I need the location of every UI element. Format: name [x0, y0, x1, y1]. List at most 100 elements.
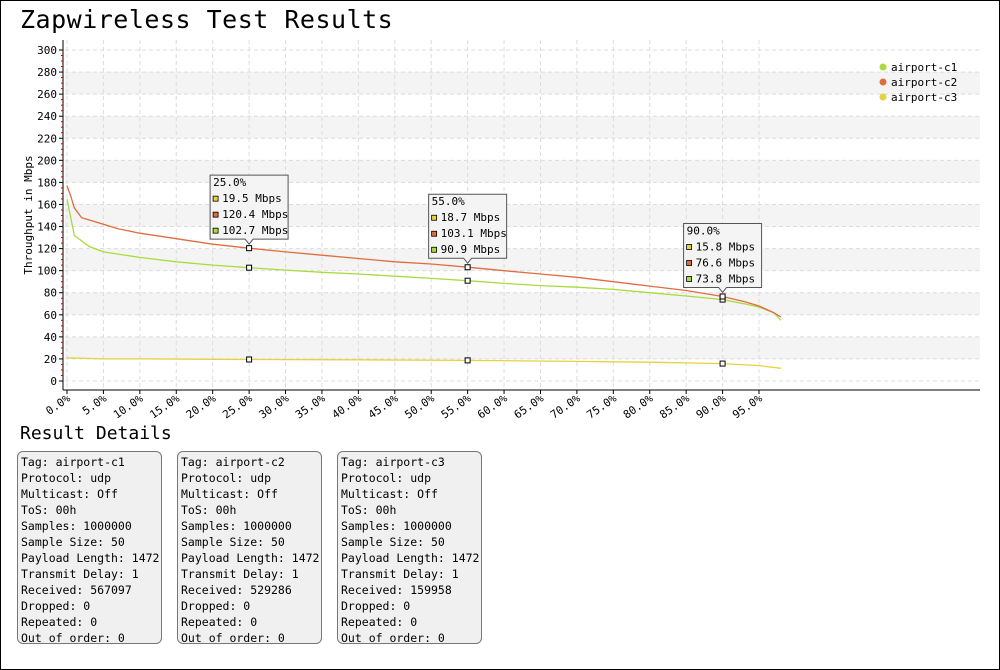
tooltip-value: 103.1 Mbps	[441, 227, 507, 240]
data-point-marker	[719, 293, 726, 300]
y-tick-label: 260	[37, 88, 57, 101]
result-details-title: Result Details	[20, 423, 172, 444]
tooltips: 25.0% 19.5 Mbps 120.4 Mbps 102.7 Mbps 55.0% 1…	[209, 174, 763, 294]
grid-lines	[65, 40, 980, 390]
card-protocol: Protocol: udp	[21, 471, 112, 485]
card-samples: Samples: 1000000	[341, 519, 452, 533]
y-tick-label: 20	[44, 353, 57, 366]
x-tick-label: 15.0%	[147, 392, 182, 422]
throughput-chart: 0 20 40 60 80 100 120 140 160 180 200 220 240 260 280 3…	[22, 40, 980, 421]
grid-bands	[65, 72, 980, 359]
y-tick-label: 240	[37, 110, 57, 123]
card-delay: Transmit Delay: 1	[181, 567, 299, 581]
card-delay: Transmit Delay: 1	[341, 567, 459, 581]
card-tos: ToS: 00h	[21, 503, 77, 517]
tooltip-swatch	[212, 211, 219, 218]
tooltip-2: 90.0% 15.8 Mbps 76.6 Mbps 73.8 Mbps	[683, 222, 763, 294]
card-delay: Transmit Delay: 1	[21, 567, 139, 581]
tooltip-swatch	[212, 195, 219, 202]
legend-label-airport-c1: airport-c1	[891, 61, 957, 74]
card-out-of-order: Out of order: 0	[341, 631, 445, 645]
tooltip-box	[209, 174, 289, 245]
grid-band	[65, 336, 980, 359]
tooltip-swatch	[686, 276, 692, 282]
card-repeated: Repeated: 0	[21, 615, 98, 629]
page-title: Zapwireless Test Results	[20, 5, 394, 34]
y-tick-label: 40	[44, 331, 57, 344]
card-payload: Payload Length: 1472	[341, 551, 480, 565]
y-tick-label: 280	[37, 66, 57, 79]
series-line-airport-c1	[66, 198, 782, 321]
tooltip-value: 102.7 Mbps	[222, 224, 288, 237]
x-tick-label: 75.0%	[584, 392, 619, 422]
y-tick-label: 80	[44, 287, 57, 300]
data-point-marker	[464, 277, 471, 284]
tooltip-value: 120.4 Mbps	[222, 208, 288, 221]
card-protocol: Protocol: udp	[341, 471, 432, 485]
card-sample-size: Sample Size: 50	[181, 535, 285, 549]
x-tick-label: 45.0%	[366, 392, 401, 422]
card-sample-size: Sample Size: 50	[341, 535, 445, 549]
series-lines	[66, 185, 782, 369]
grid-band	[65, 292, 980, 315]
tooltip-swatch	[431, 246, 438, 253]
y-tick-label: 200	[37, 154, 57, 167]
card-tag: Tag: airport-c1	[21, 455, 125, 469]
x-tick-label: 0.0%	[44, 392, 73, 418]
legend-swatch-airport-c3	[879, 93, 887, 101]
card-out-of-order: Out of order: 0	[21, 631, 125, 645]
card-tag: Tag: airport-c3	[341, 455, 445, 469]
tooltip-value: 73.8 Mbps	[696, 272, 756, 285]
card-sample-size: Sample Size: 50	[21, 535, 125, 549]
x-axis-ticks: 0.0% 5.0% 10.0% 15.0% 20.0% 25.0% 30.0% 35.0% 40…	[44, 390, 765, 421]
y-tick-label: 300	[37, 44, 57, 57]
y-tick-label: 120	[37, 243, 57, 256]
y-tick-label: 160	[37, 198, 57, 211]
x-tick-label: 90.0%	[694, 392, 729, 422]
tooltip-0: 25.0% 19.5 Mbps 120.4 Mbps 102.7 Mbps	[209, 174, 289, 245]
hover-markers	[246, 245, 726, 367]
x-tick-label: 25.0%	[220, 392, 255, 422]
y-axis-ticks: 0 20 40 60 80 100 120 140 160 180 200 220 240 260 280 3…	[37, 44, 63, 388]
tooltip-swatch	[431, 230, 438, 237]
x-tick-label: 70.0%	[548, 392, 583, 422]
legend-label-airport-c2: airport-c2	[891, 76, 957, 89]
tooltip-value: 15.8 Mbps	[696, 240, 756, 253]
x-tick-label: 80.0%	[621, 392, 656, 422]
tooltip-box	[428, 193, 508, 265]
legend: airport-c1 airport-c2 airport-c3	[879, 61, 957, 104]
card-received: Received: 567097	[21, 583, 132, 597]
card-multicast: Multicast: Off	[341, 487, 438, 501]
data-point-marker	[464, 357, 471, 364]
y-tick-label: 60	[44, 309, 57, 322]
y-tick-label: 100	[37, 265, 57, 278]
card-protocol: Protocol: udp	[181, 471, 272, 485]
card-received: Received: 529286	[181, 583, 292, 597]
x-tick-label: 40.0%	[329, 392, 364, 422]
x-tick-label: 95.0%	[730, 392, 765, 422]
tooltip-swatch	[212, 227, 219, 234]
grid-band	[65, 72, 980, 95]
x-tick-label: 55.0%	[439, 392, 474, 422]
grid-band	[65, 116, 980, 139]
card-samples: Samples: 1000000	[21, 519, 132, 533]
card-dropped: Dropped: 0	[181, 599, 251, 613]
data-point-marker	[464, 264, 471, 271]
card-repeated: Repeated: 0	[181, 615, 258, 629]
series-line-airport-c2	[66, 185, 782, 318]
card-out-of-order: Out of order: 0	[181, 631, 285, 645]
grid-band	[65, 160, 980, 183]
data-point-marker	[246, 356, 253, 363]
tooltip-1: 55.0% 18.7 Mbps 103.1 Mbps 90.9 Mbps	[428, 193, 508, 265]
result-card-airport-c3: Tag: airport-c3 Protocol: udp Multicast:…	[337, 451, 482, 645]
y-axis-label: Throughput in Mbps	[22, 155, 35, 274]
y-tick-label: 140	[37, 221, 57, 234]
tooltip-swatch	[431, 214, 438, 221]
x-tick-label: 35.0%	[293, 392, 328, 422]
tooltip-label: 55.0%	[432, 195, 465, 208]
result-card-airport-c2: Tag: airport-c2 Protocol: udp Multicast:…	[177, 451, 322, 645]
y-tick-label: 0	[50, 375, 57, 388]
card-multicast: Multicast: Off	[21, 487, 118, 501]
x-tick-label: 10.0%	[111, 392, 146, 422]
card-payload: Payload Length: 1472	[21, 551, 160, 565]
